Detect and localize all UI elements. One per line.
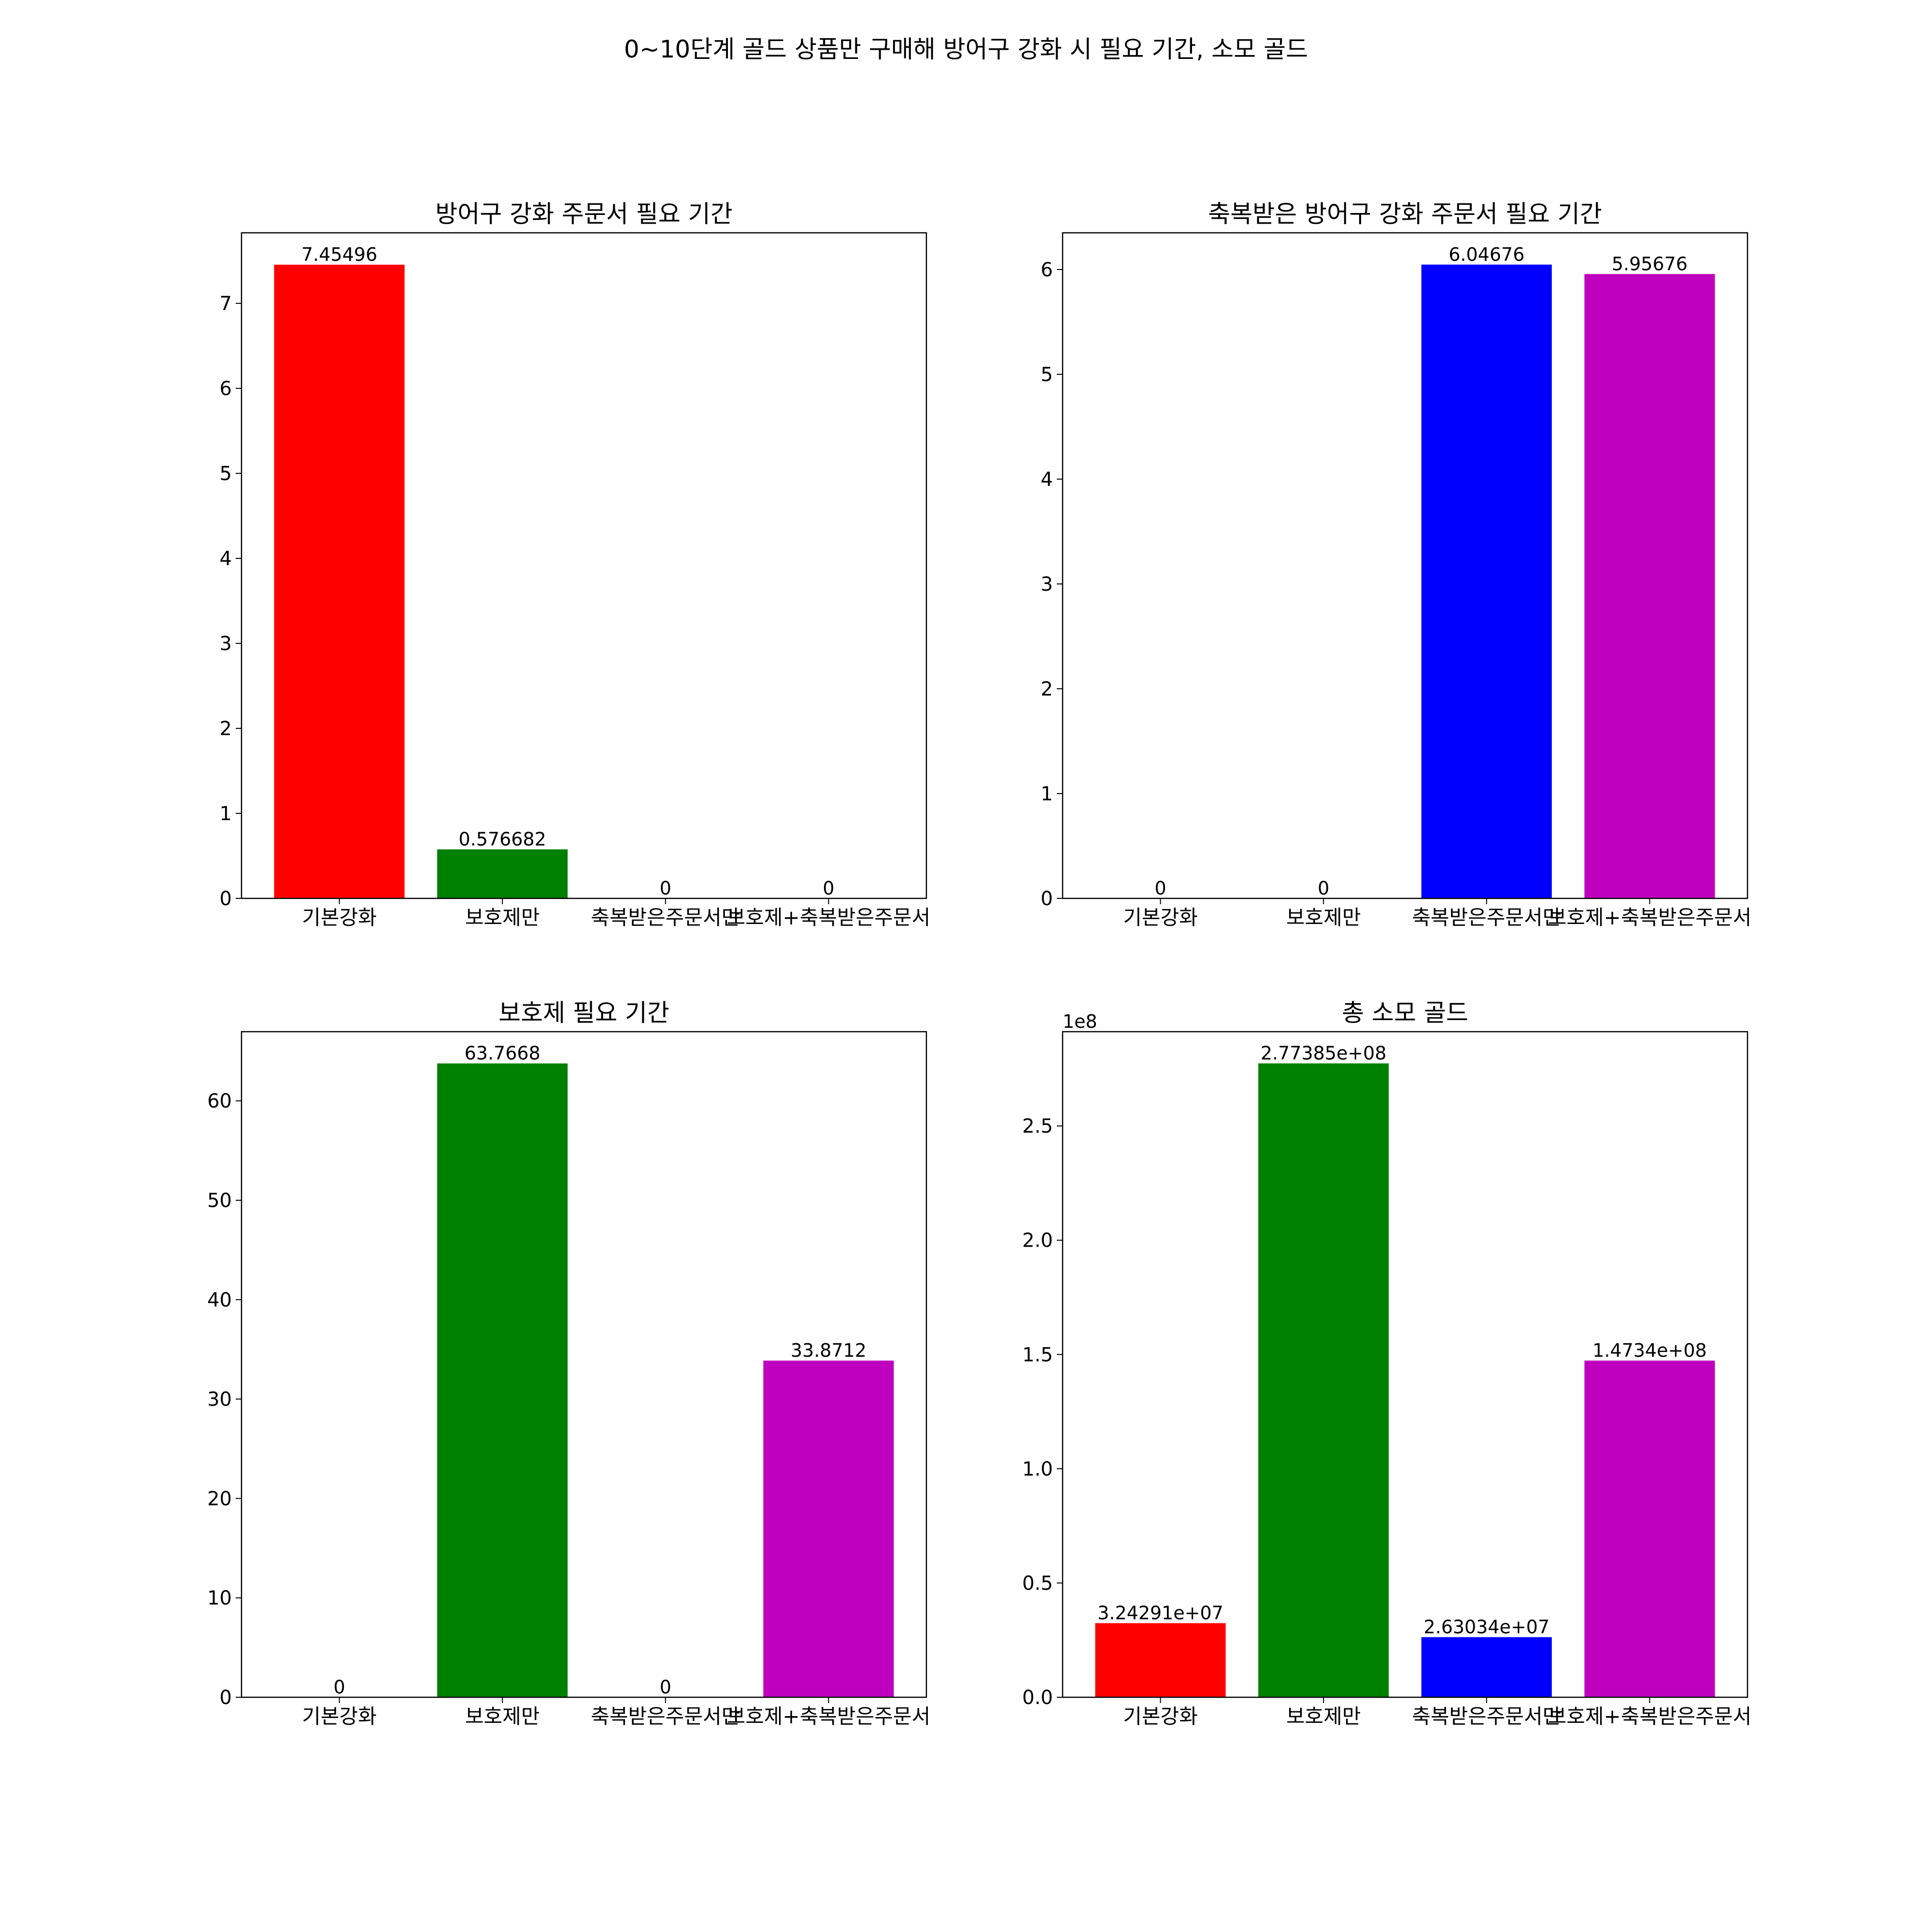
bar-value-label: 0	[1318, 878, 1329, 899]
x-tick-label: 기본강화	[302, 906, 377, 929]
bar	[1421, 1637, 1552, 1697]
y-tick-label: 60	[207, 1090, 232, 1112]
bar	[1095, 1623, 1226, 1697]
bar	[1421, 264, 1552, 899]
y-tick-label: 0.5	[1022, 1572, 1053, 1594]
bar	[1584, 274, 1715, 898]
y-tick-label: 5	[220, 463, 232, 485]
plot-frame	[1062, 1031, 1748, 1698]
bar-value-label: 0	[823, 878, 834, 899]
y-tick-label: 30	[207, 1389, 232, 1411]
figure-title: 0~10단계 골드 상품만 구매해 방어구 강화 시 필요 기간, 소모 골드	[624, 35, 1308, 63]
x-tick-label: 축복받은주문서만	[591, 1705, 740, 1728]
x-tick-label: 축복받은주문서만	[1412, 906, 1561, 929]
plot-frame	[241, 1031, 927, 1698]
x-tick-label: 보호제+축복받은주문서	[727, 906, 931, 929]
y-tick-label: 6	[1041, 259, 1053, 281]
bar	[1584, 1360, 1715, 1697]
y-tick-label: 1	[220, 803, 232, 825]
bar-value-label: 1.4734e+08	[1592, 1340, 1707, 1361]
y-tick-label: 3	[220, 633, 232, 655]
chart-title: 방어구 강화 주문서 필요 기간	[435, 200, 733, 228]
bar-value-label: 2.63034e+07	[1423, 1617, 1549, 1638]
y-tick-label: 10	[207, 1587, 232, 1609]
y-tick-label: 40	[207, 1289, 232, 1311]
y-tick-label: 4	[220, 548, 232, 570]
chart-title: 축복받은 방어구 강화 주문서 필요 기간	[1208, 200, 1602, 228]
bar-value-label: 5.95676	[1612, 253, 1688, 274]
y-tick-label: 2.5	[1022, 1115, 1053, 1137]
bar-value-label: 63.7668	[465, 1043, 540, 1064]
x-tick-label: 축복받은주문서만	[1412, 1705, 1561, 1728]
y-tick-label: 3	[1041, 573, 1053, 596]
bar-value-label: 0	[660, 1676, 671, 1698]
x-tick-label: 기본강화	[302, 1705, 377, 1728]
bar-value-label: 0	[333, 1676, 345, 1698]
plot-frame	[1062, 232, 1748, 899]
y-tick-label: 7	[220, 293, 232, 315]
bar	[274, 265, 405, 899]
x-tick-label: 보호제+축복받은주문서	[1548, 1705, 1752, 1728]
bar-value-label: 33.8712	[791, 1340, 867, 1361]
plot-frame	[241, 232, 927, 899]
y-tick-label: 4	[1041, 469, 1053, 491]
y-tick-label: 50	[207, 1190, 232, 1212]
x-tick-label: 보호제만	[465, 906, 540, 929]
x-tick-label: 보호제만	[1286, 1705, 1361, 1728]
y-tick-label: 5	[1041, 364, 1053, 386]
x-tick-label: 보호제만	[1286, 906, 1361, 929]
x-tick-label: 보호제+축복받은주문서	[1548, 906, 1752, 929]
x-tick-label: 보호제만	[465, 1705, 540, 1728]
bar-value-label: 0	[660, 878, 671, 899]
y-tick-label: 0	[220, 1687, 232, 1709]
chart-title: 총 소모 골드	[1342, 999, 1468, 1027]
bar	[437, 849, 568, 898]
bar-value-label: 7.45496	[301, 244, 377, 265]
bar-value-label: 2.77385e+08	[1261, 1043, 1387, 1064]
bar	[437, 1063, 568, 1697]
x-tick-label: 기본강화	[1123, 906, 1198, 929]
y-tick-label: 1.0	[1022, 1458, 1053, 1480]
bar-value-label: 6.04676	[1449, 244, 1524, 265]
x-tick-label: 축복받은주문서만	[591, 906, 740, 929]
y-axis-offset-label: 1e8	[1063, 1011, 1097, 1032]
y-tick-label: 1.5	[1022, 1344, 1053, 1366]
y-tick-label: 0	[220, 888, 232, 910]
y-tick-label: 0	[1041, 888, 1053, 910]
x-tick-label: 보호제+축복받은주문서	[727, 1705, 931, 1728]
bar	[1258, 1063, 1389, 1697]
y-tick-label: 20	[207, 1488, 232, 1510]
y-tick-label: 2	[1041, 678, 1053, 700]
bar-value-label: 0	[1154, 878, 1166, 899]
y-tick-label: 0.0	[1022, 1687, 1053, 1709]
chart-title: 보호제 필요 기간	[498, 999, 669, 1027]
bar-value-label: 3.24291e+07	[1097, 1603, 1223, 1624]
y-tick-label: 6	[220, 378, 232, 400]
x-tick-label: 기본강화	[1123, 1705, 1198, 1728]
bar-value-label: 0.576682	[459, 829, 546, 850]
y-tick-label: 1	[1041, 783, 1053, 805]
bar	[763, 1360, 894, 1697]
y-tick-label: 2.0	[1022, 1230, 1053, 1252]
y-tick-label: 2	[220, 718, 232, 740]
